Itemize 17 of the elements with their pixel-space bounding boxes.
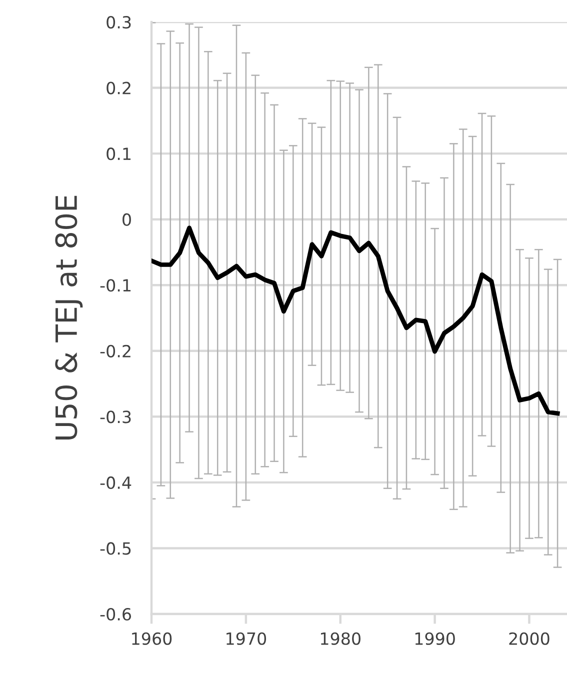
y-tick-label: 0.2 [106, 82, 130, 94]
x-tick-label: 1990 [415, 632, 455, 645]
y-tick-label: -0.2 [100, 344, 130, 358]
y-tick-label: -0.3 [100, 410, 131, 424]
y-tick-label: -0.1 [100, 279, 131, 292]
y-tick-label: -0.6 [100, 608, 132, 621]
x-tick-label: 2000 [509, 632, 550, 645]
y-tick-label: -0.5 [100, 542, 131, 555]
y-axis-title: U50 & TEJ at 80E [55, 196, 83, 440]
x-tick-label: 1970 [226, 632, 266, 645]
y-tick-label: 0.3 [106, 16, 131, 29]
x-tick-label: 1980 [320, 632, 360, 645]
line-series [152, 226, 560, 416]
x-tick-label: 1960 [132, 632, 172, 645]
y-tick-label: -0.4 [100, 476, 132, 489]
y-tick-label: 0 [122, 213, 131, 226]
y-tick-label: 0.1 [106, 148, 131, 160]
